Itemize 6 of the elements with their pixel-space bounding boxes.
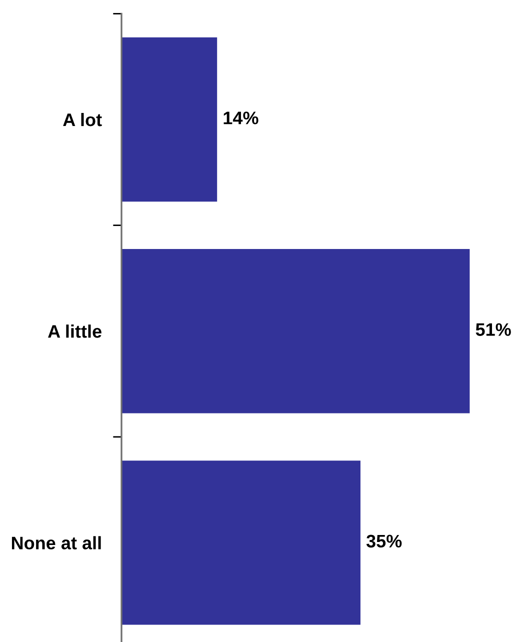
data-label: 51% xyxy=(476,323,511,336)
y-tick-label: A lot xyxy=(63,112,102,126)
y-tick-label: A little xyxy=(48,324,102,338)
data-label: 14% xyxy=(224,112,258,124)
data-label: 35% xyxy=(366,534,402,548)
y-tick-label: None at all xyxy=(12,536,101,550)
